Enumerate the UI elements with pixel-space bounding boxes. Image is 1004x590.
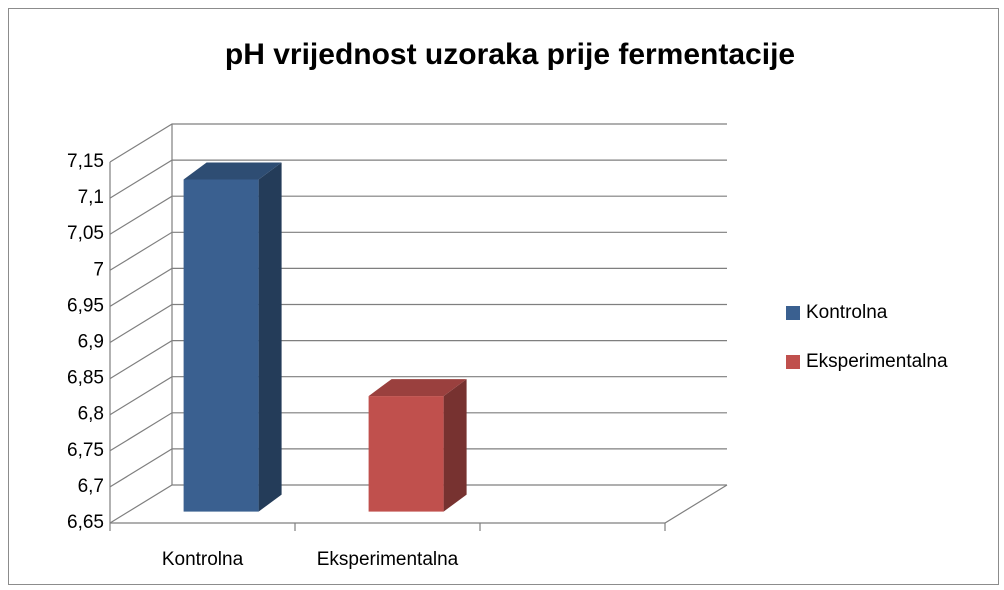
grid-line (109, 195, 727, 235)
grid-line (109, 340, 727, 380)
y-tick-label: 6,65 (67, 512, 104, 533)
bar-side (258, 162, 282, 512)
grid-line (109, 412, 727, 452)
grid-line (109, 484, 727, 524)
y-tick-label: 7,05 (67, 223, 104, 244)
y-tick-label: 7 (93, 259, 104, 280)
y-tick-label: 6,85 (67, 368, 104, 389)
legend-swatch (786, 306, 800, 320)
y-tick-label: 6,7 (78, 476, 104, 497)
x-tick-label: Eksperimentalna (317, 549, 459, 570)
grid-line (109, 448, 727, 488)
grid-line (109, 303, 727, 344)
x-tick-label: Kontrolna (162, 549, 244, 570)
grid-line (109, 231, 727, 271)
chart-frame (8, 8, 999, 585)
bar (183, 179, 259, 512)
chart-title: pH vrijednost uzoraka prije fermentacije (225, 38, 795, 71)
grid-line (109, 123, 727, 163)
legend-swatch (786, 355, 800, 369)
bar-side (443, 379, 467, 512)
bar-top (368, 379, 467, 397)
grid-line (109, 267, 727, 307)
y-tick-label: 7,15 (67, 151, 104, 172)
y-tick-label: 6,75 (67, 440, 104, 461)
legend-label: Eksperimentalna (806, 351, 948, 372)
grid-line (109, 376, 727, 416)
y-tick-label: 6,8 (78, 404, 104, 425)
legend-label: Kontrolna (806, 302, 888, 323)
y-tick-label: 6,95 (67, 295, 104, 316)
y-tick-label: 6,9 (78, 332, 104, 353)
bar (368, 396, 444, 512)
bar-top (183, 162, 282, 180)
y-tick-label: 7,1 (78, 187, 104, 208)
grid-line (109, 159, 727, 199)
